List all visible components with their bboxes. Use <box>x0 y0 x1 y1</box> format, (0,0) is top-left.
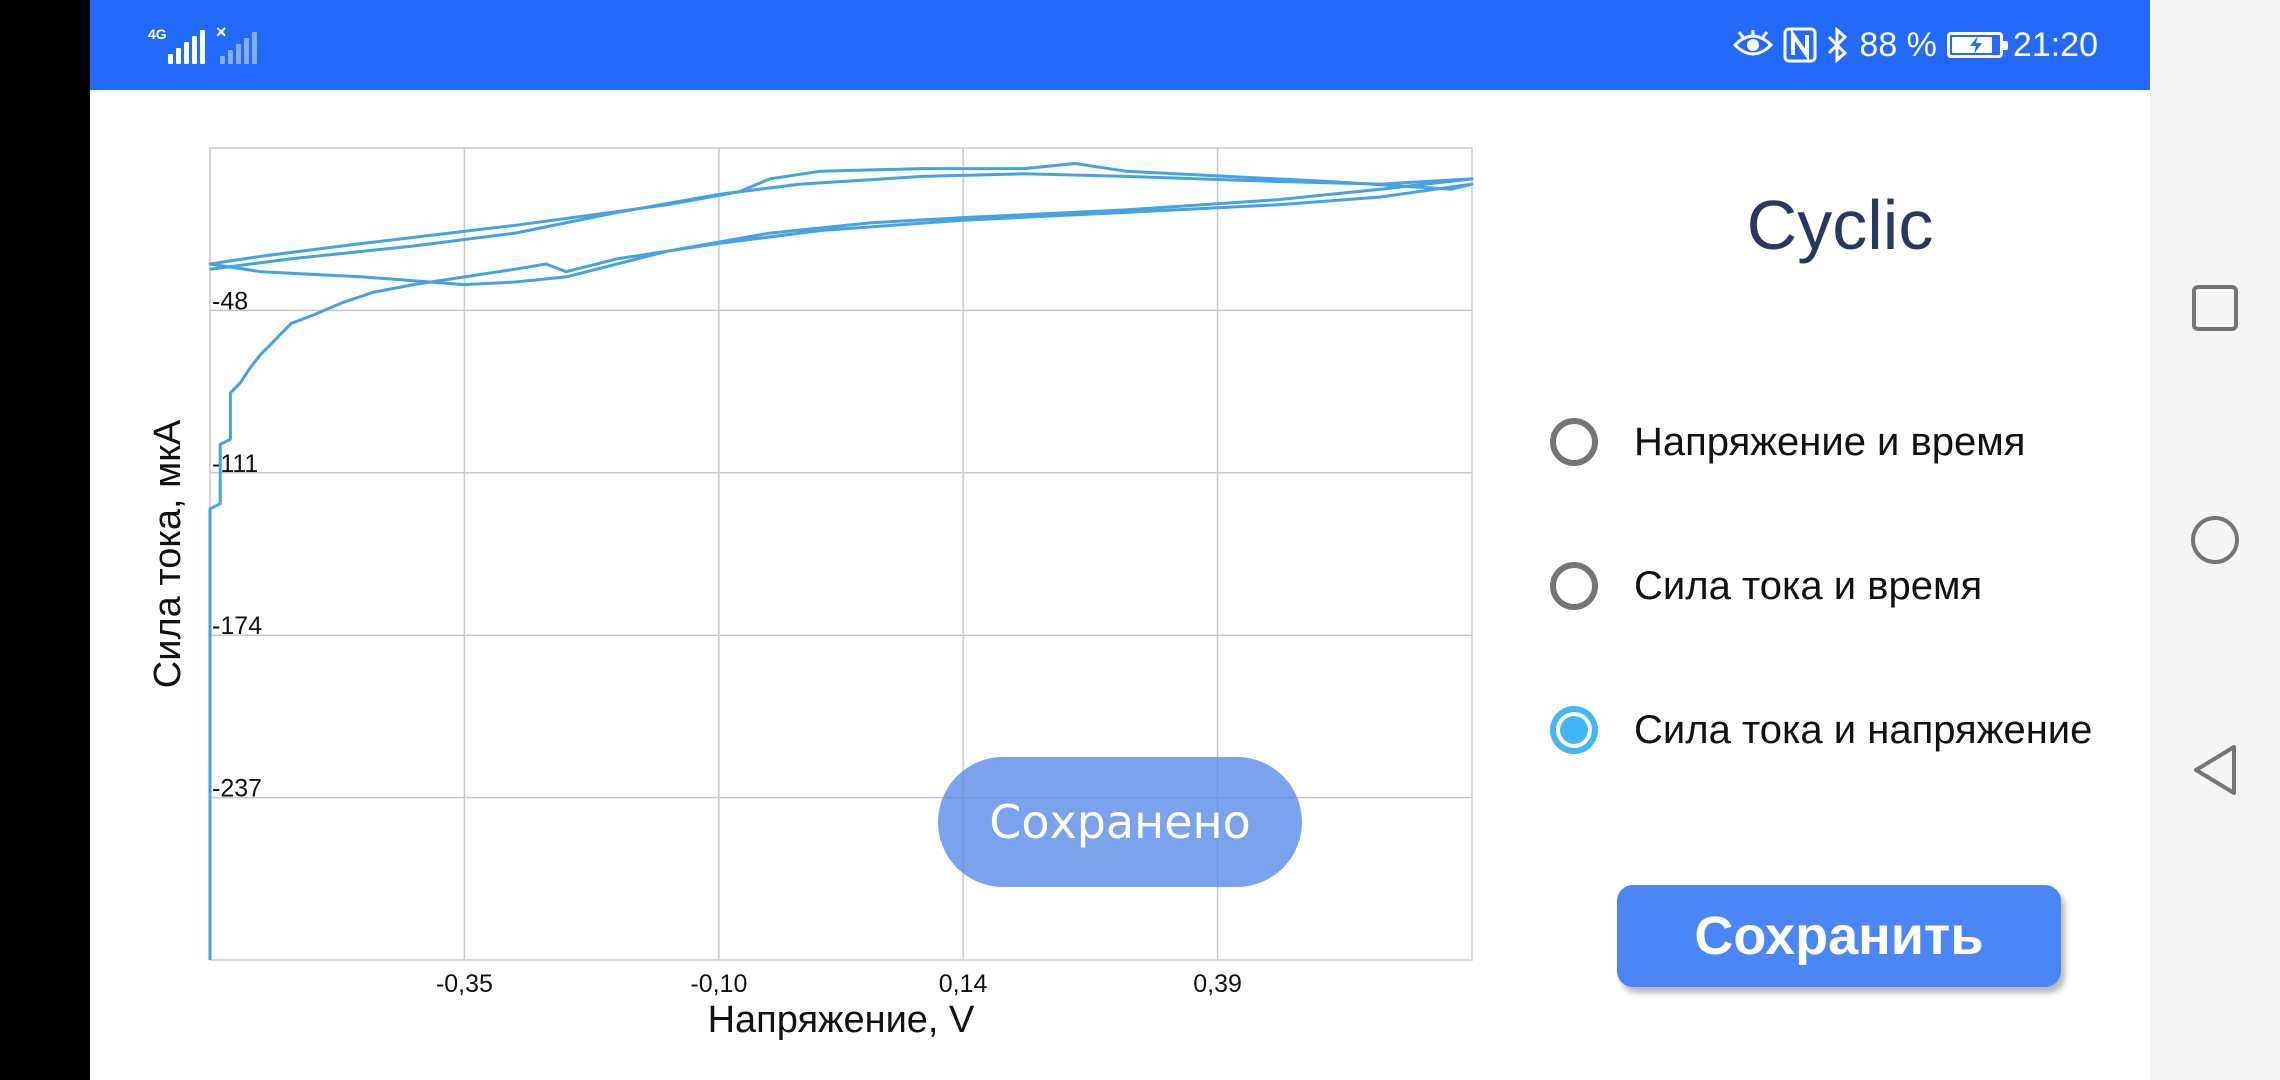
option-label: Напряжение и время <box>1634 419 2026 464</box>
y-tick-label: -48 <box>212 287 248 315</box>
radio-button[interactable] <box>1550 418 1598 466</box>
save-button[interactable]: Сохранить <box>1617 885 2061 987</box>
bluetooth-icon <box>1827 27 1849 63</box>
x-tick-label: -0,10 <box>690 970 747 998</box>
y-axis-label: Сила тока, мкА <box>147 419 189 688</box>
status-bar: 4G × 88 % 21:20 <box>90 0 2150 90</box>
signal-strength-icon: 4G <box>148 26 205 64</box>
data-series-line <box>208 162 1474 960</box>
no-signal-icon: × <box>214 22 270 64</box>
radio-button[interactable] <box>1550 706 1598 754</box>
back-icon[interactable] <box>2150 710 2280 830</box>
nfc-icon <box>1783 27 1817 63</box>
option-current-voltage[interactable]: Сила тока и напряжение <box>1550 690 2092 770</box>
battery-charging-icon <box>1946 32 2008 58</box>
home-icon[interactable] <box>2150 480 2280 600</box>
x-tick-label: 0,14 <box>939 970 988 998</box>
eye-icon <box>1733 30 1774 60</box>
x-tick-label: 0,39 <box>1193 970 1242 998</box>
option-current-time[interactable]: Сила тока и время <box>1550 546 1982 626</box>
option-voltage-time[interactable]: Напряжение и время <box>1550 402 2025 482</box>
status-icons: 88 % 21:20 <box>1733 20 2098 70</box>
signal-indicators: 4G × <box>148 22 270 64</box>
option-label: Сила тока и время <box>1634 563 1983 608</box>
navigation-bar <box>2150 0 2280 1080</box>
recent-apps-icon[interactable] <box>2150 248 2280 368</box>
clock: 21:20 <box>2012 25 2098 64</box>
cyclic-chart: -0,35 -0,10 0,14 0,39 -48 -111 -174 -237 Напряже… <box>140 130 1490 1060</box>
network-type: 4G <box>148 26 167 42</box>
chart-canvas: -0,35 -0,10 0,14 0,39-48-111-174-237Напряже… <box>147 147 1474 1041</box>
y-tick-label: -237 <box>212 775 262 803</box>
saved-toast: Сохранено <box>938 757 1302 887</box>
battery-percent: 88 % <box>1859 25 1937 64</box>
y-tick-label: -174 <box>212 612 262 640</box>
x-tick-label: -0,35 <box>436 970 493 998</box>
screen-bezel <box>0 0 90 1080</box>
page-title: Cyclic <box>1746 186 1934 264</box>
option-label: Сила тока и напряжение <box>1634 707 2093 752</box>
radio-button[interactable] <box>1550 562 1598 610</box>
x-axis-label: Напряжение, V <box>708 999 975 1041</box>
